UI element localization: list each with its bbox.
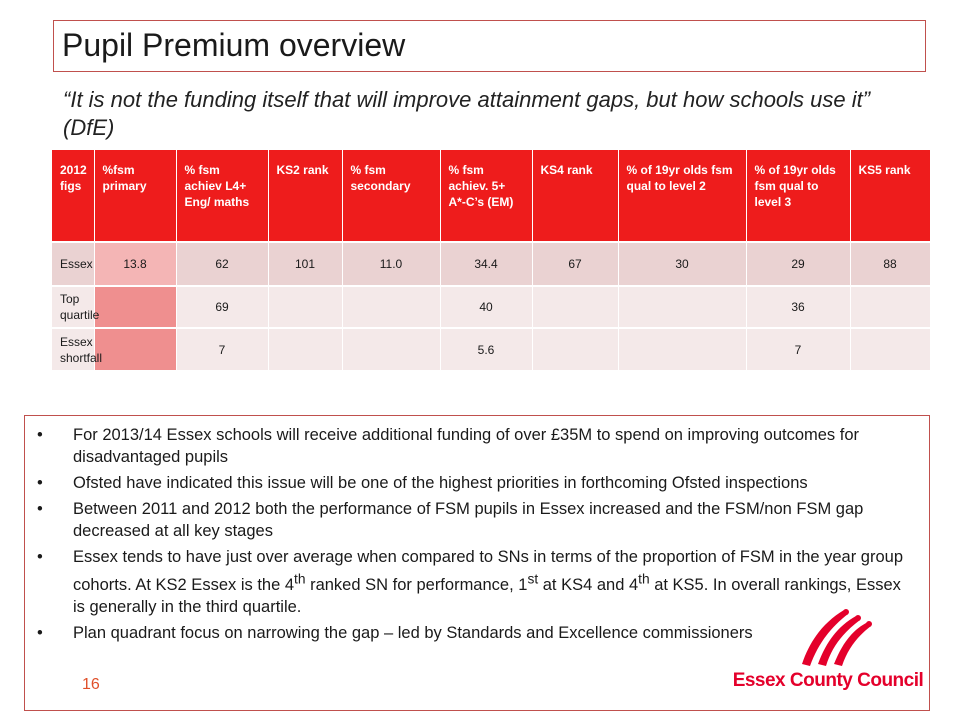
- table-cell: [268, 327, 343, 370]
- bullet-text: Ofsted have indicated this issue will be…: [73, 474, 808, 492]
- table-row: Top quartile 69 40 36: [52, 285, 931, 328]
- ordinal-suffix: th: [638, 571, 650, 586]
- header-cell: % of 19yr olds fsm qual to level 3: [746, 150, 851, 242]
- table-cell: [618, 285, 747, 328]
- table-cell: [618, 327, 747, 370]
- table-row: Essex shortfall 7 5.6 7: [52, 327, 931, 370]
- bullet-text-part: at KS5. In overall rankings, Essex is ge…: [73, 575, 901, 616]
- table-cell: [94, 327, 177, 370]
- table-cell: 7: [176, 327, 269, 370]
- list-item: • Essex tends to have just over average …: [35, 546, 915, 618]
- table-cell: 5.6: [440, 327, 533, 370]
- bullet-text-part: Essex tends to have just over average wh…: [73, 548, 904, 594]
- table-cell: 30: [618, 241, 747, 286]
- table-cell: [850, 285, 931, 328]
- table-cell: [268, 285, 343, 328]
- header-cell: 2012 figs: [52, 150, 95, 242]
- table-cell: [532, 285, 619, 328]
- list-item: • For 2013/14 Essex schools will receive…: [35, 424, 915, 468]
- list-item: • Ofsted have indicated this issue will …: [35, 472, 915, 494]
- table-cell: 40: [440, 285, 533, 328]
- key-points-box: • For 2013/14 Essex schools will receive…: [24, 415, 930, 711]
- table-cell: 36: [746, 285, 851, 328]
- bullet-icon: •: [37, 623, 43, 642]
- header-cell: % fsm secondary: [342, 150, 441, 242]
- table-cell: 7: [746, 327, 851, 370]
- ordinal-suffix: th: [294, 571, 306, 586]
- table-row: Essex 13.8 62 101 11.0 34.4 67 30 29 88: [52, 241, 931, 286]
- table-cell: [850, 327, 931, 370]
- header-cell: KS4 rank: [532, 150, 619, 242]
- table-cell: [342, 285, 441, 328]
- bullet-text: For 2013/14 Essex schools will receive a…: [73, 426, 860, 466]
- bullet-text: Between 2011 and 2012 both the performan…: [73, 500, 864, 540]
- header-cell: %fsm primary: [94, 150, 177, 242]
- table-cell: 69: [176, 285, 269, 328]
- title-box: Pupil Premium overview: [53, 20, 926, 72]
- bullet-icon: •: [37, 500, 43, 518]
- bullet-text: Plan quadrant focus on narrowing the gap…: [73, 623, 753, 642]
- row-label: Essex: [52, 241, 95, 286]
- table-cell: 101: [268, 241, 343, 286]
- page-number: 16: [82, 676, 100, 693]
- bullet-text-part: ranked SN for performance, 1: [305, 575, 528, 594]
- table-header-row: 2012 figs %fsm primary % fsm achiev L4+ …: [52, 150, 931, 242]
- list-item: • Between 2011 and 2012 both the perform…: [35, 498, 915, 542]
- header-cell: % fsm achiev L4+ Eng/ maths: [176, 150, 269, 242]
- header-cell: KS5 rank: [850, 150, 931, 242]
- seaxes-emblem-icon: [802, 609, 872, 666]
- row-label: Essex shortfall: [52, 327, 102, 370]
- table-cell: 88: [850, 241, 931, 286]
- table-cell: [532, 327, 619, 370]
- row-label: Top quartile: [52, 285, 99, 328]
- bullet-icon: •: [37, 426, 43, 444]
- table-cell: 11.0: [342, 241, 441, 286]
- bullet-icon: •: [37, 474, 43, 492]
- table-cell: 34.4: [440, 241, 533, 286]
- table-cell: 13.8: [94, 241, 177, 286]
- table-cell: 29: [746, 241, 851, 286]
- header-cell: KS2 rank: [268, 150, 343, 242]
- header-cell: % of 19yr olds fsm qual to level 2: [618, 150, 747, 242]
- essex-county-council-logo: Essex County Council: [732, 600, 924, 700]
- table-cell: [94, 285, 177, 328]
- logo-text: Essex County Council: [732, 670, 924, 691]
- bullet-text: Essex tends to have just over average wh…: [73, 548, 903, 616]
- table-cell: 67: [532, 241, 619, 286]
- table-cell: [342, 327, 441, 370]
- pupil-premium-table: 2012 figs %fsm primary % fsm achiev L4+ …: [52, 150, 931, 370]
- dfe-quote: “It is not the funding itself that will …: [63, 87, 871, 140]
- bullet-text-part: at KS4 and 4: [538, 575, 639, 594]
- header-cell: % fsm achiev. 5+ A*-C’s (EM): [440, 150, 533, 242]
- bullet-icon: •: [37, 548, 43, 566]
- list-item: • Plan quadrant focus on narrowing the g…: [35, 622, 915, 644]
- table-cell: 62: [176, 241, 269, 286]
- slide-title: Pupil Premium overview: [62, 27, 406, 63]
- key-points-list: • For 2013/14 Essex schools will receive…: [35, 424, 915, 648]
- ordinal-suffix: st: [527, 571, 539, 586]
